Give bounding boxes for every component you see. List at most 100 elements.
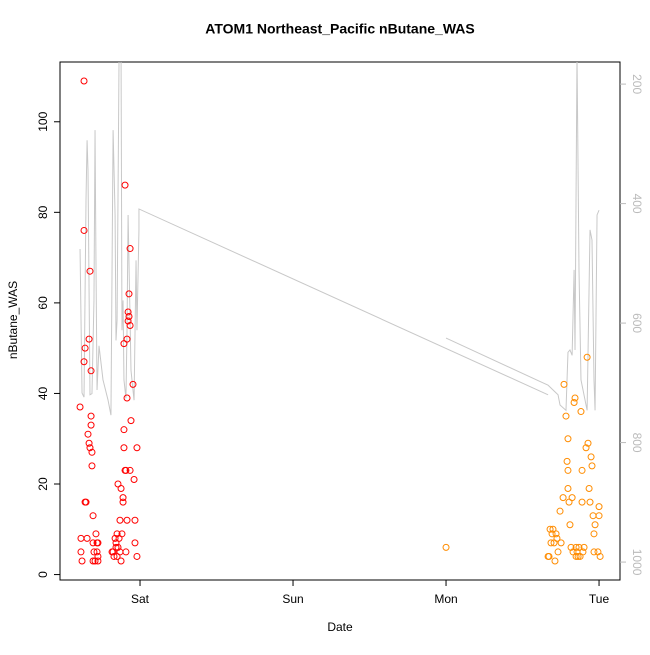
point — [579, 548, 587, 556]
point — [572, 543, 580, 551]
point — [87, 412, 95, 420]
point — [564, 485, 572, 493]
point — [110, 552, 118, 560]
point — [80, 358, 88, 366]
point — [80, 226, 88, 234]
y-axis-label: nButane_WAS — [6, 281, 20, 359]
point — [442, 543, 450, 551]
y2-tick-label: 200 — [630, 74, 644, 94]
point — [120, 426, 128, 434]
point — [583, 353, 591, 361]
point — [126, 245, 134, 253]
point — [588, 462, 596, 470]
plot-area — [76, 62, 604, 565]
point — [77, 548, 85, 556]
point — [85, 335, 93, 343]
point — [554, 548, 562, 556]
point — [553, 534, 561, 542]
chart-title: ATOM1 Northeast_Pacific nButane_WAS — [205, 21, 474, 37]
point — [567, 543, 575, 551]
point — [552, 530, 560, 538]
point — [76, 403, 84, 411]
point — [111, 534, 119, 542]
y2-tick-label: 400 — [630, 194, 644, 214]
point — [551, 557, 559, 565]
point — [113, 530, 121, 538]
point — [559, 494, 567, 502]
point — [133, 444, 141, 452]
point — [130, 475, 138, 483]
point — [127, 417, 135, 425]
point — [93, 548, 101, 556]
point — [86, 267, 94, 275]
point — [89, 557, 97, 565]
point — [123, 516, 131, 524]
point — [120, 444, 128, 452]
point — [584, 439, 592, 447]
point — [545, 552, 553, 560]
y2-tick-label: 600 — [630, 313, 644, 333]
point — [547, 539, 555, 547]
point — [90, 548, 98, 556]
y2-tick-label: 1000 — [630, 549, 644, 576]
point — [94, 539, 102, 547]
point — [114, 543, 122, 551]
point — [84, 430, 92, 438]
point — [548, 530, 556, 538]
point — [89, 539, 97, 547]
x-tick-label: Sun — [282, 592, 303, 606]
point — [94, 552, 102, 560]
point — [94, 557, 102, 565]
point — [117, 557, 125, 565]
point — [582, 444, 590, 452]
point — [577, 408, 585, 416]
point — [568, 494, 576, 502]
point — [131, 539, 139, 547]
point — [587, 453, 595, 461]
point — [116, 516, 124, 524]
point — [575, 543, 583, 551]
point — [125, 312, 133, 320]
x-tick-label: Tue — [589, 592, 610, 606]
point — [574, 552, 582, 560]
point — [112, 543, 120, 551]
point — [80, 77, 88, 85]
point — [580, 543, 588, 551]
point — [88, 448, 96, 456]
point — [88, 462, 96, 470]
point — [560, 380, 568, 388]
point — [586, 498, 594, 506]
point — [571, 394, 579, 402]
point — [557, 539, 565, 547]
point — [86, 444, 94, 452]
point — [92, 530, 100, 538]
point — [594, 548, 602, 556]
point — [121, 181, 129, 189]
point — [119, 494, 127, 502]
point — [131, 516, 139, 524]
point — [570, 399, 578, 407]
point — [129, 380, 137, 388]
point — [126, 466, 134, 474]
point — [125, 290, 133, 298]
y-tick-label: 0 — [36, 571, 50, 578]
point — [117, 485, 125, 493]
point — [123, 394, 131, 402]
plot-frame — [59, 61, 621, 581]
point — [124, 317, 132, 325]
y2-tick-label: 800 — [630, 433, 644, 453]
point — [562, 412, 570, 420]
point — [595, 512, 603, 520]
point — [133, 552, 141, 560]
x-axis-label: Date — [327, 620, 353, 634]
point — [123, 335, 131, 343]
point — [78, 557, 86, 565]
point — [119, 498, 127, 506]
point — [591, 521, 599, 529]
line — [79, 62, 600, 416]
point — [563, 457, 571, 465]
point — [596, 552, 604, 560]
point — [126, 322, 134, 330]
